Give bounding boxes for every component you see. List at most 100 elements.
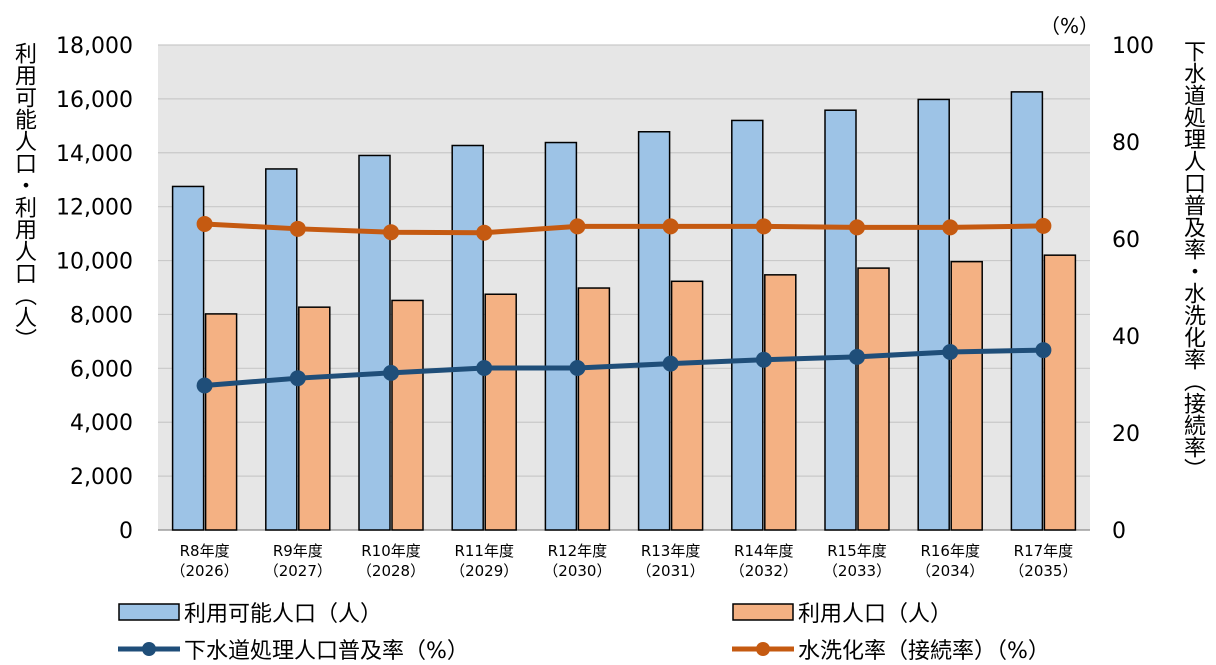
point-flush-rate [569,218,586,235]
legend-swatch-bar-orange [732,603,794,621]
point-sewer-coverage [662,355,679,372]
bar-available-population [1010,91,1044,531]
point-flush-rate [476,224,493,241]
x-axis-category-label: （2032） [730,562,798,580]
bar-available-population [637,131,671,531]
left-axis-title: 利用可能人口・利用人口（人） [11,42,36,350]
left-axis-tick-label: 10,000 [56,250,133,275]
right-axis-title: 下水道処理人口普及率・水洗化率（接続率） [1180,40,1205,480]
plot-area [158,45,1090,530]
bar-users-population [577,287,611,531]
x-axis-category-label: （2034） [916,562,984,580]
left-axis-tick-label: 8,000 [70,303,133,328]
x-axis-category-label: （2030） [543,562,611,580]
legend-swatch-line-brown [732,642,794,656]
bar-users-population [764,274,797,531]
x-axis-category-label: （2026） [171,562,239,580]
left-axis-tick-label: 6,000 [70,357,133,382]
right-axis-tick-label: 0 [1112,519,1126,544]
bar-users-population [857,267,890,531]
x-axis-category-label: R16年度 [920,542,980,560]
bar-users-population [1043,254,1077,531]
x-axis-category-label: R9年度 [273,542,323,560]
left-axis-tick-label: 14,000 [56,142,133,167]
line-sewer-coverage [204,347,1044,388]
bar-available-population [824,109,857,531]
point-flush-rate [289,220,306,237]
point-sewer-coverage [1035,342,1052,359]
bar-available-population [544,141,578,531]
x-axis-category-label: （2027） [264,562,332,580]
point-flush-rate [1035,217,1052,234]
bar-users-population [391,299,424,531]
line-flush-rate [204,221,1044,236]
bar-available-population [265,168,298,531]
legend-item-sewer-coverage: 下水道処理人口普及率（%） [118,633,469,665]
legend-item-flush-rate: 水洗化率（接続率）（%） [732,633,1050,665]
bar-users-population [484,293,517,531]
legend-label: 利用可能人口（人） [184,602,383,627]
bar-available-population [917,98,950,531]
left-axis-tick-label: 18,000 [56,34,133,59]
right-axis-tick-label: 40 [1112,325,1140,350]
x-axis-category-label: （2033） [823,562,891,580]
bars [171,91,1077,531]
x-axis-category-label: R17年度 [1014,542,1074,560]
right-axis-unit: （%） [1040,14,1100,38]
x-axis-category-label: R10年度 [361,542,421,560]
right-axis-tick-label: 20 [1112,422,1140,447]
bar-users-population [950,260,983,531]
x-axis-category-label: （2031） [637,562,705,580]
x-axis-category-label: R12年度 [548,542,608,560]
x-axis-category-label: （2029） [450,562,518,580]
left-axis-tick-label: 12,000 [56,196,133,221]
point-sewer-coverage [196,377,213,394]
x-axis-category-label: （2035） [1009,562,1077,580]
left-axis-tick-label: 2,000 [70,465,133,490]
point-flush-rate [755,218,772,235]
legend-item-available-population: 利用可能人口（人） [118,596,382,628]
point-sewer-coverage [755,351,772,368]
legend-swatch-line-navy [118,642,180,656]
point-sewer-coverage [289,370,306,387]
x-axis-category-label: （2028） [357,562,425,580]
legend-label: 下水道処理人口普及率（%） [184,639,469,664]
legend-label: 水洗化率（接続率）（%） [798,639,1050,664]
bar-users-population [204,313,238,531]
legend-item-users-population: 利用人口（人） [732,596,952,628]
point-sewer-coverage [476,360,493,377]
point-flush-rate [849,219,865,236]
x-axis-categories: R8年度 （2026） R9年度 （2027） R10年度 （2028） R11年度 （202… [171,542,1078,580]
right-axis-ticks: 0 20 40 60 80 100 [1112,34,1154,544]
left-axis-tick-label: 4,000 [70,411,133,436]
bar-users-population [670,280,704,531]
x-axis-category-label: R14年度 [734,542,794,560]
left-axis-ticks: 0 2,000 4,000 6,000 8,000 10,000 12,000 14,000 1… [56,34,133,544]
right-axis-tick-label: 60 [1112,228,1140,253]
series-lines [196,215,1052,394]
point-sewer-coverage [569,360,586,377]
bar-available-population [358,154,391,531]
point-sewer-coverage [383,364,399,381]
x-axis-category-label: R8年度 [180,542,230,560]
point-flush-rate [662,218,679,235]
legend-label: 利用人口（人） [798,602,953,627]
left-axis-tick-label: 0 [119,519,133,544]
bar-available-population [171,185,205,531]
x-axis-category-label: R13年度 [641,542,701,560]
point-flush-rate [196,215,213,232]
point-flush-rate [942,219,959,236]
legend-swatch-bar-blue [118,603,180,621]
bar-available-population [451,144,484,531]
x-axis-category-label: R11年度 [454,542,514,560]
bar-users-population [298,306,331,531]
bar-available-population [731,119,764,531]
x-axis-category-label: R15年度 [827,542,887,560]
point-flush-rate [383,224,399,241]
left-axis-tick-label: 16,000 [56,88,133,113]
right-axis-tick-label: 100 [1112,34,1154,59]
right-axis-tick-label: 80 [1112,131,1140,156]
point-sewer-coverage [849,348,865,365]
point-sewer-coverage [942,344,959,361]
